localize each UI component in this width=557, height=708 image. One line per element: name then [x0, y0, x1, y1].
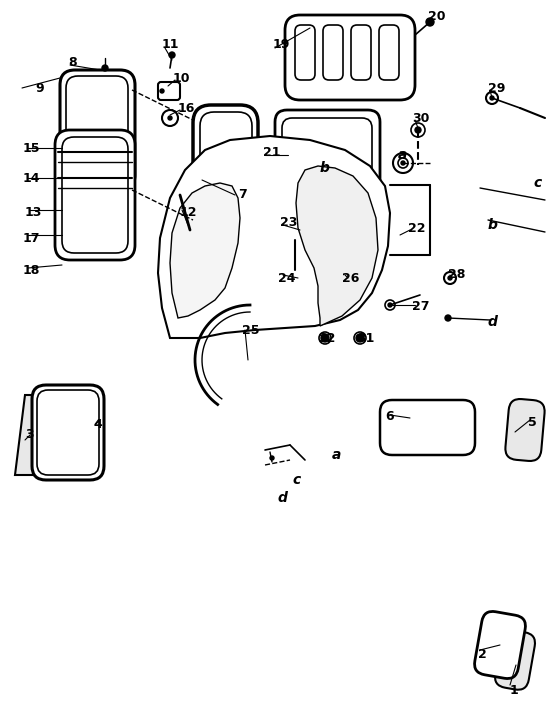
Text: 8: 8 [68, 55, 77, 69]
Circle shape [160, 89, 164, 93]
Text: 16: 16 [178, 101, 196, 115]
Circle shape [102, 65, 108, 71]
Text: 24: 24 [278, 271, 296, 285]
Text: 21: 21 [263, 147, 281, 159]
Text: 12: 12 [180, 205, 198, 219]
FancyBboxPatch shape [66, 76, 128, 184]
Circle shape [490, 96, 494, 100]
FancyBboxPatch shape [495, 630, 535, 690]
FancyBboxPatch shape [275, 110, 380, 205]
FancyBboxPatch shape [323, 25, 343, 80]
FancyBboxPatch shape [505, 399, 545, 461]
Text: d: d [488, 315, 498, 329]
Text: 22: 22 [408, 222, 426, 234]
Text: 9: 9 [35, 81, 43, 94]
Circle shape [356, 334, 364, 342]
Circle shape [415, 127, 421, 133]
Text: 14: 14 [23, 171, 41, 185]
Text: a: a [398, 148, 407, 162]
Text: 2: 2 [478, 649, 487, 661]
Text: c: c [533, 176, 541, 190]
PathPatch shape [158, 136, 390, 338]
Text: 32: 32 [318, 331, 335, 345]
Text: 27: 27 [412, 300, 429, 314]
Circle shape [293, 230, 297, 234]
Text: 13: 13 [25, 205, 42, 219]
Text: 1: 1 [510, 683, 519, 697]
Circle shape [445, 315, 451, 321]
Text: 20: 20 [428, 11, 446, 23]
Circle shape [169, 52, 175, 58]
FancyBboxPatch shape [32, 385, 104, 480]
Text: 31: 31 [357, 331, 374, 345]
FancyBboxPatch shape [282, 118, 372, 198]
FancyBboxPatch shape [295, 25, 315, 80]
FancyBboxPatch shape [351, 25, 371, 80]
FancyBboxPatch shape [193, 105, 258, 270]
Text: 28: 28 [448, 268, 466, 282]
FancyBboxPatch shape [380, 400, 475, 455]
Text: 25: 25 [242, 324, 260, 336]
FancyBboxPatch shape [475, 612, 525, 678]
Circle shape [321, 334, 329, 342]
Text: 29: 29 [488, 81, 505, 94]
Text: 10: 10 [173, 72, 190, 84]
FancyBboxPatch shape [60, 70, 135, 190]
FancyBboxPatch shape [55, 130, 135, 260]
Text: 23: 23 [280, 217, 297, 229]
Text: 5: 5 [528, 416, 537, 428]
Text: 17: 17 [23, 232, 41, 244]
Circle shape [401, 161, 405, 165]
Text: b: b [320, 161, 330, 175]
Circle shape [294, 274, 302, 282]
Polygon shape [15, 395, 90, 475]
PathPatch shape [170, 183, 240, 318]
Text: 4: 4 [93, 418, 102, 431]
Circle shape [270, 456, 274, 460]
Text: 11: 11 [162, 38, 179, 52]
Circle shape [168, 116, 172, 120]
FancyBboxPatch shape [200, 112, 252, 262]
Text: c: c [292, 473, 300, 487]
Text: 18: 18 [23, 263, 40, 277]
Text: 15: 15 [23, 142, 41, 154]
Circle shape [344, 274, 352, 282]
FancyBboxPatch shape [379, 25, 399, 80]
Circle shape [388, 303, 392, 307]
FancyBboxPatch shape [285, 15, 415, 100]
Text: 3: 3 [25, 428, 33, 442]
FancyBboxPatch shape [62, 137, 128, 253]
Text: a: a [332, 448, 341, 462]
Text: d: d [278, 491, 288, 505]
PathPatch shape [296, 166, 378, 326]
Text: 19: 19 [273, 38, 290, 52]
FancyBboxPatch shape [37, 390, 99, 475]
Circle shape [426, 18, 434, 26]
Text: 30: 30 [412, 111, 429, 125]
Text: 26: 26 [342, 271, 359, 285]
Text: 6: 6 [385, 411, 394, 423]
Text: b: b [488, 218, 498, 232]
Text: 7: 7 [238, 188, 247, 202]
Circle shape [448, 276, 452, 280]
FancyBboxPatch shape [158, 82, 180, 100]
